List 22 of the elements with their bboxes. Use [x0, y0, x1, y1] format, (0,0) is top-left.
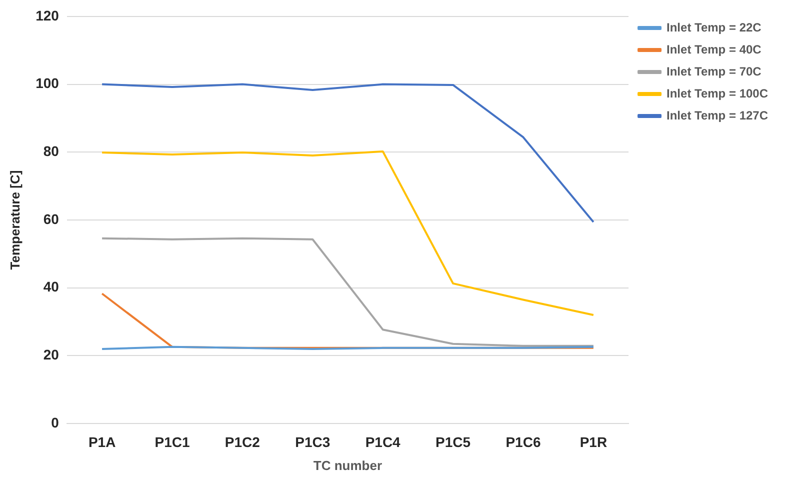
x-tick-label: P1C2 — [224, 434, 260, 450]
legend-label: Inlet Temp = 70C — [666, 64, 762, 78]
x-tick-label: P1C1 — [154, 434, 190, 450]
x-tick-label: P1C5 — [436, 434, 471, 450]
legend-label: Inlet Temp = 22C — [666, 20, 762, 34]
x-tick-label: P1C3 — [295, 434, 330, 450]
x-tick-label: P1R — [580, 434, 608, 450]
y-tick-label: 80 — [43, 142, 60, 159]
x-tick-label: P1C6 — [506, 434, 541, 450]
y-tick-label: 40 — [43, 278, 60, 295]
legend-label: Inlet Temp = 127C — [666, 108, 768, 122]
y-tick-label: 60 — [43, 210, 60, 227]
y-tick-label: 20 — [43, 346, 60, 363]
y-tick-label: 120 — [36, 7, 60, 24]
x-axis-title: TC number — [313, 458, 382, 473]
y-axis-title: Temperature [C] — [7, 170, 22, 270]
y-tick-label: 0 — [51, 414, 60, 430]
y-tick-label: 100 — [36, 75, 60, 92]
legend-label: Inlet Temp = 100C — [666, 86, 768, 100]
legend-label: Inlet Temp = 40C — [666, 42, 762, 56]
x-tick-label: P1A — [88, 434, 116, 450]
x-tick-label: P1C4 — [365, 434, 401, 450]
